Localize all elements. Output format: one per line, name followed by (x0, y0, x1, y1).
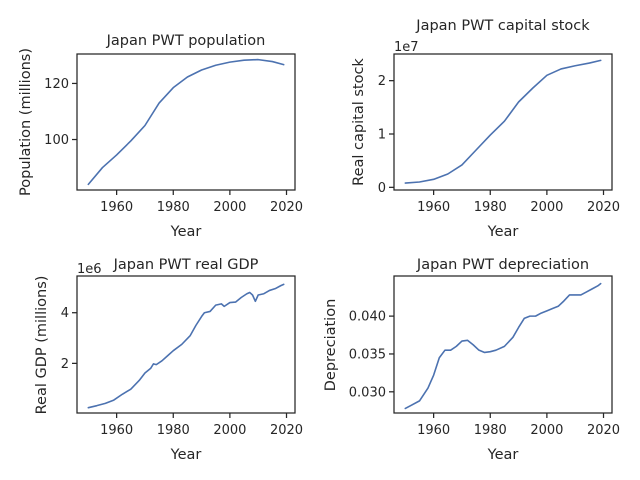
population-x-tick-label: 2020 (270, 200, 303, 215)
real-gdp-x-tick-label: 2020 (270, 423, 303, 438)
capital-stock-panel: Japan PWT capital stock 1e7 Real capital… (351, 18, 620, 240)
capital-stock-y-axis-label: Real capital stock (351, 58, 367, 186)
capital-stock-title: Japan PWT capital stock (415, 18, 590, 34)
depreciation-plot-frame (393, 275, 613, 414)
real-gdp-panel: Japan PWT real GDP 1e6 Real GDP (million… (34, 257, 303, 463)
population-panel: Japan PWT population Population (million… (18, 33, 303, 240)
depreciation-panel: Japan PWT depreciation Depreciation Year… (323, 257, 620, 463)
capital-stock-ticks: 1960 1980 2000 2020 0 1 2 (378, 74, 620, 215)
population-title: Japan PWT population (106, 33, 266, 49)
capital-stock-y-tick-label: 2 (378, 74, 386, 89)
depreciation-x-tick-label: 1980 (474, 423, 507, 438)
depreciation-y-tick-label: 0.040 (349, 310, 386, 325)
population-y-tick-label: 100 (44, 133, 69, 148)
real-gdp-y-axis-label: Real GDP (millions) (34, 276, 50, 415)
capital-stock-y-tick-label: 1 (378, 128, 386, 143)
capital-stock-x-tick-label: 1980 (474, 200, 507, 215)
depreciation-line (404, 282, 602, 410)
capital-stock-plot-frame (393, 53, 613, 191)
real-gdp-y-tick-label: 2 (61, 357, 69, 372)
capital-stock-y-tick-label: 0 (378, 181, 386, 196)
population-y-tick-label: 120 (44, 77, 69, 92)
real-gdp-x-tick-label: 1960 (100, 423, 133, 438)
population-x-tick-label: 1980 (157, 200, 190, 215)
capital-stock-x-tick-label: 2020 (587, 200, 620, 215)
population-plot-frame (76, 53, 296, 191)
real-gdp-title: Japan PWT real GDP (113, 257, 259, 273)
capital-stock-x-axis-label: Year (487, 224, 519, 240)
real-gdp-plot-frame (76, 275, 296, 414)
depreciation-y-axis-label: Depreciation (323, 299, 339, 392)
depreciation-ticks: 1960 1980 2000 2020 0.030 0.035 0.040 (349, 310, 620, 438)
depreciation-x-axis-label: Year (487, 447, 519, 463)
real-gdp-x-axis-label: Year (170, 447, 202, 463)
depreciation-title: Japan PWT depreciation (416, 257, 589, 273)
real-gdp-y-tick-label: 4 (61, 306, 69, 321)
real-gdp-ticks: 1960 1980 2000 2020 2 4 (61, 306, 303, 438)
capital-stock-x-tick-label: 2000 (530, 200, 563, 215)
capital-stock-x-tick-label: 1960 (417, 200, 450, 215)
depreciation-y-tick-label: 0.035 (349, 347, 386, 362)
real-gdp-offset-label: 1e6 (77, 262, 102, 277)
population-y-axis-label: Population (millions) (18, 48, 34, 196)
capital-stock-line (404, 59, 602, 184)
depreciation-x-tick-label: 1960 (417, 423, 450, 438)
depreciation-x-tick-label: 2020 (587, 423, 620, 438)
real-gdp-x-tick-label: 1980 (157, 423, 190, 438)
depreciation-x-tick-label: 2000 (530, 423, 563, 438)
population-ticks: 1960 1980 2000 2020 100 120 (44, 77, 303, 215)
real-gdp-x-tick-label: 2000 (213, 423, 246, 438)
population-line (87, 58, 285, 186)
real-gdp-line (87, 283, 285, 409)
capital-stock-offset-label: 1e7 (394, 40, 419, 55)
population-x-axis-label: Year (170, 224, 202, 240)
population-x-tick-label: 1960 (100, 200, 133, 215)
population-x-tick-label: 2000 (213, 200, 246, 215)
depreciation-y-tick-label: 0.030 (349, 385, 386, 400)
